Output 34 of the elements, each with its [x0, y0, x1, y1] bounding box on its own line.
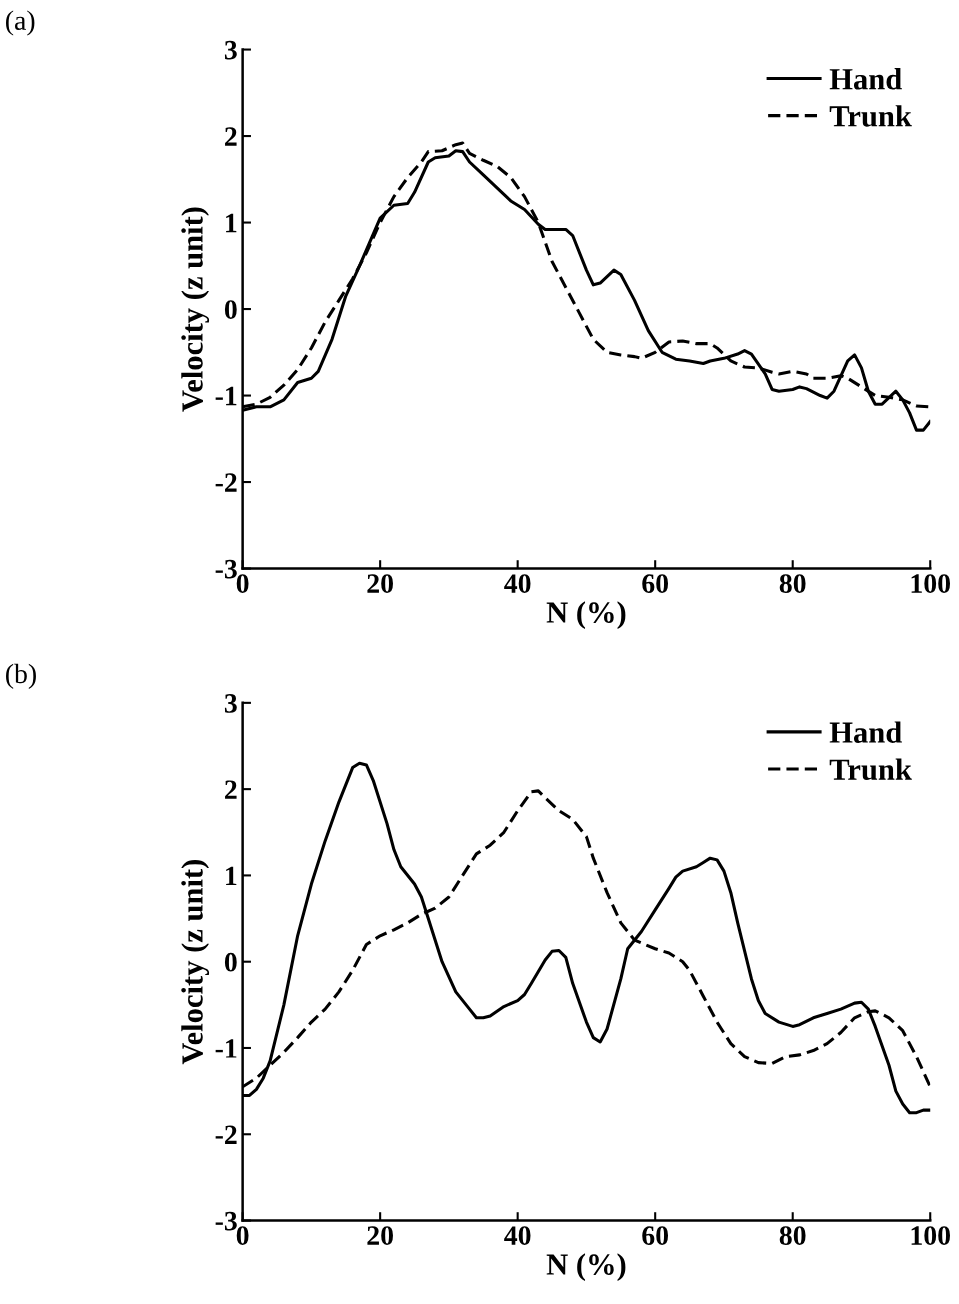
y-axis-title: Velocity (z unit): [181, 207, 210, 412]
y-tick-label: 3: [224, 40, 237, 60]
y-tick-label: 1: [226, 213, 237, 233]
x-axis-title: N (%): [546, 1253, 626, 1282]
y-tick-label: -2: [215, 473, 237, 492]
legend-label: Trunk: [829, 758, 912, 781]
x-tick-label: 80: [779, 1226, 806, 1245]
x-tick-label: 60: [642, 574, 669, 593]
text: (a): [6, 10, 35, 36]
y-tick-label: 2: [225, 127, 237, 146]
x-tick-label: 20: [367, 1226, 393, 1245]
x-tick-label: 100: [911, 1226, 950, 1245]
y-tick-label: 2: [225, 780, 237, 799]
y-tick-label: 0: [224, 952, 237, 972]
y-tick-label: 3: [224, 694, 237, 713]
y-tick-label: -2: [215, 1125, 237, 1144]
legend-label: Trunk: [829, 105, 912, 127]
x-tick-label: 40: [504, 1226, 531, 1245]
y-tick-label: 0: [224, 300, 237, 319]
y-axis-title: Velocity (z unit): [181, 860, 210, 1065]
y-tick-label: 1: [226, 866, 237, 886]
y-tick-label: -3: [215, 1211, 237, 1231]
x-tick-label: 40: [504, 574, 531, 593]
y-tick-label: -1: [215, 386, 237, 406]
x-tick-label: 60: [642, 1226, 669, 1245]
x-tick-label: 100: [911, 574, 950, 593]
legend-label: Hand: [829, 721, 902, 743]
x-tick-label: 20: [367, 574, 393, 593]
y-tick-label: -3: [215, 559, 237, 579]
x-axis-title: N (%): [546, 601, 626, 630]
x-tick-label: 80: [779, 574, 806, 593]
legend-label: Hand: [829, 68, 902, 90]
y-tick-label: -1: [215, 1039, 237, 1058]
text: (b): [6, 663, 36, 689]
